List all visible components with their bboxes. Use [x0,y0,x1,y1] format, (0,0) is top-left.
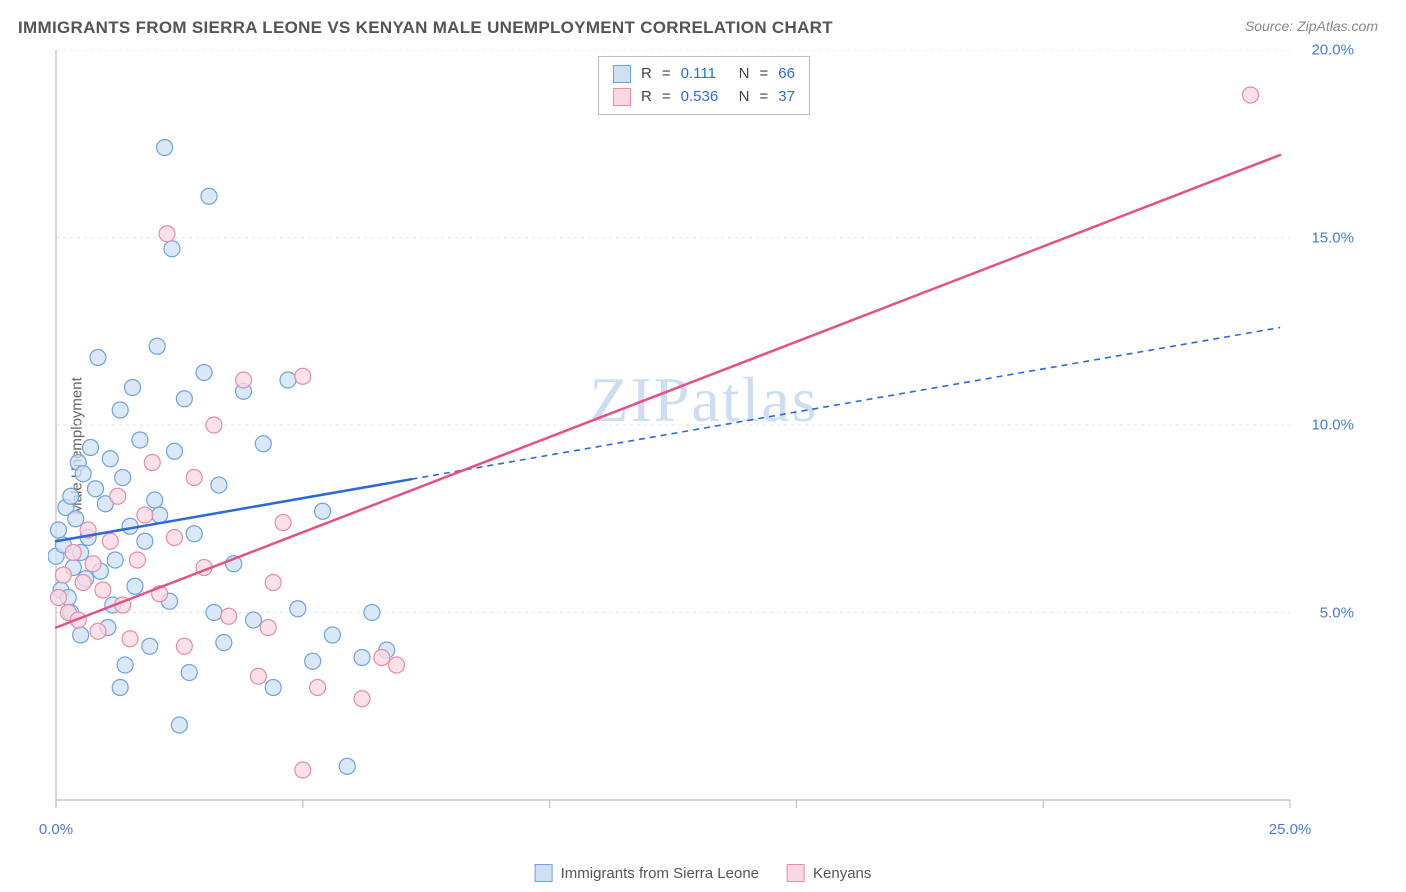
equals-sign: = [760,63,769,86]
chart-title: IMMIGRANTS FROM SIERRA LEONE VS KENYAN M… [0,0,1406,38]
legend-item-kenyans: Kenyans [787,864,871,882]
y-tick-label: 5.0% [1320,604,1354,621]
n-value-sierra-leone: 66 [778,63,795,86]
source-attribution: Source: ZipAtlas.com [1245,18,1378,34]
swatch-kenyans [613,88,631,106]
r-label: R [641,86,652,109]
stats-row-kenyans: R = 0.536 N = 37 [613,86,795,109]
legend-swatch-kenyans [787,864,805,882]
bottom-legend: Immigrants from Sierra Leone Kenyans [535,864,872,882]
x-tick-label: 0.0% [39,821,73,838]
r-label: R [641,63,652,86]
y-tick-label: 15.0% [1311,229,1354,246]
legend-item-sierra-leone: Immigrants from Sierra Leone [535,864,759,882]
legend-label-kenyans: Kenyans [813,865,871,882]
r-value-kenyans: 0.536 [681,86,729,109]
equals-sign: = [662,63,671,86]
n-label: N [739,86,750,109]
r-value-sierra-leone: 0.111 [681,63,729,86]
stats-legend-box: R = 0.111 N = 66 R = 0.536 N = 37 [598,56,810,115]
legend-swatch-sierra-leone [535,864,553,882]
equals-sign: = [760,86,769,109]
scatter-plot-svg [48,50,1360,810]
y-tick-label: 20.0% [1311,42,1354,59]
equals-sign: = [662,86,671,109]
stats-row-sierra-leone: R = 0.111 N = 66 [613,63,795,86]
n-value-kenyans: 37 [778,86,795,109]
swatch-sierra-leone [613,65,631,83]
n-label: N [739,63,750,86]
legend-label-sierra-leone: Immigrants from Sierra Leone [561,865,759,882]
y-tick-label: 10.0% [1311,417,1354,434]
plot-area: ZIPatlas 5.0%10.0%15.0%20.0% 0.0%25.0% R… [48,50,1360,810]
x-tick-label: 25.0% [1269,821,1312,838]
